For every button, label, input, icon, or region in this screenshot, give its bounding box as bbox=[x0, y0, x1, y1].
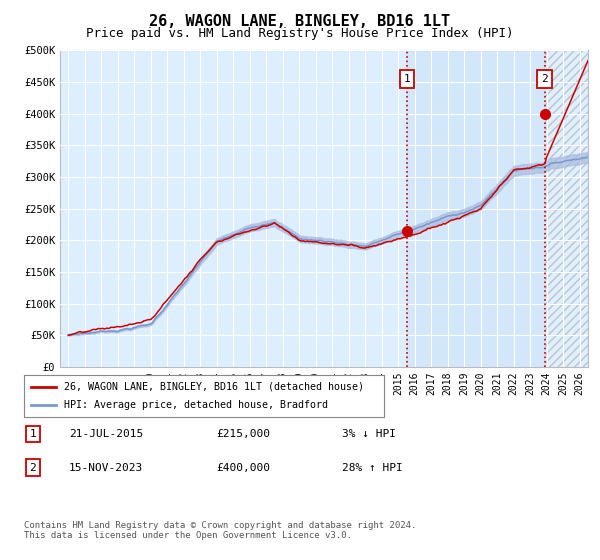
Bar bbox=[545, 50, 588, 367]
Text: 2: 2 bbox=[541, 74, 548, 84]
Text: Price paid vs. HM Land Registry's House Price Index (HPI): Price paid vs. HM Land Registry's House … bbox=[86, 27, 514, 40]
Bar bbox=[407, 50, 545, 367]
Bar bbox=[545, 50, 588, 367]
Text: 21-JUL-2015: 21-JUL-2015 bbox=[69, 429, 143, 439]
Text: 1: 1 bbox=[404, 74, 410, 84]
Text: 26, WAGON LANE, BINGLEY, BD16 1LT (detached house): 26, WAGON LANE, BINGLEY, BD16 1LT (detac… bbox=[64, 382, 364, 392]
Text: £400,000: £400,000 bbox=[216, 463, 270, 473]
Text: 2: 2 bbox=[29, 463, 37, 473]
Bar bbox=[545, 50, 588, 367]
Text: 15-NOV-2023: 15-NOV-2023 bbox=[69, 463, 143, 473]
Text: 26, WAGON LANE, BINGLEY, BD16 1LT: 26, WAGON LANE, BINGLEY, BD16 1LT bbox=[149, 14, 451, 29]
Text: HPI: Average price, detached house, Bradford: HPI: Average price, detached house, Brad… bbox=[64, 400, 328, 410]
Text: £215,000: £215,000 bbox=[216, 429, 270, 439]
Text: Contains HM Land Registry data © Crown copyright and database right 2024.
This d: Contains HM Land Registry data © Crown c… bbox=[24, 521, 416, 540]
Text: 1: 1 bbox=[29, 429, 37, 439]
Text: 3% ↓ HPI: 3% ↓ HPI bbox=[342, 429, 396, 439]
Text: 28% ↑ HPI: 28% ↑ HPI bbox=[342, 463, 403, 473]
